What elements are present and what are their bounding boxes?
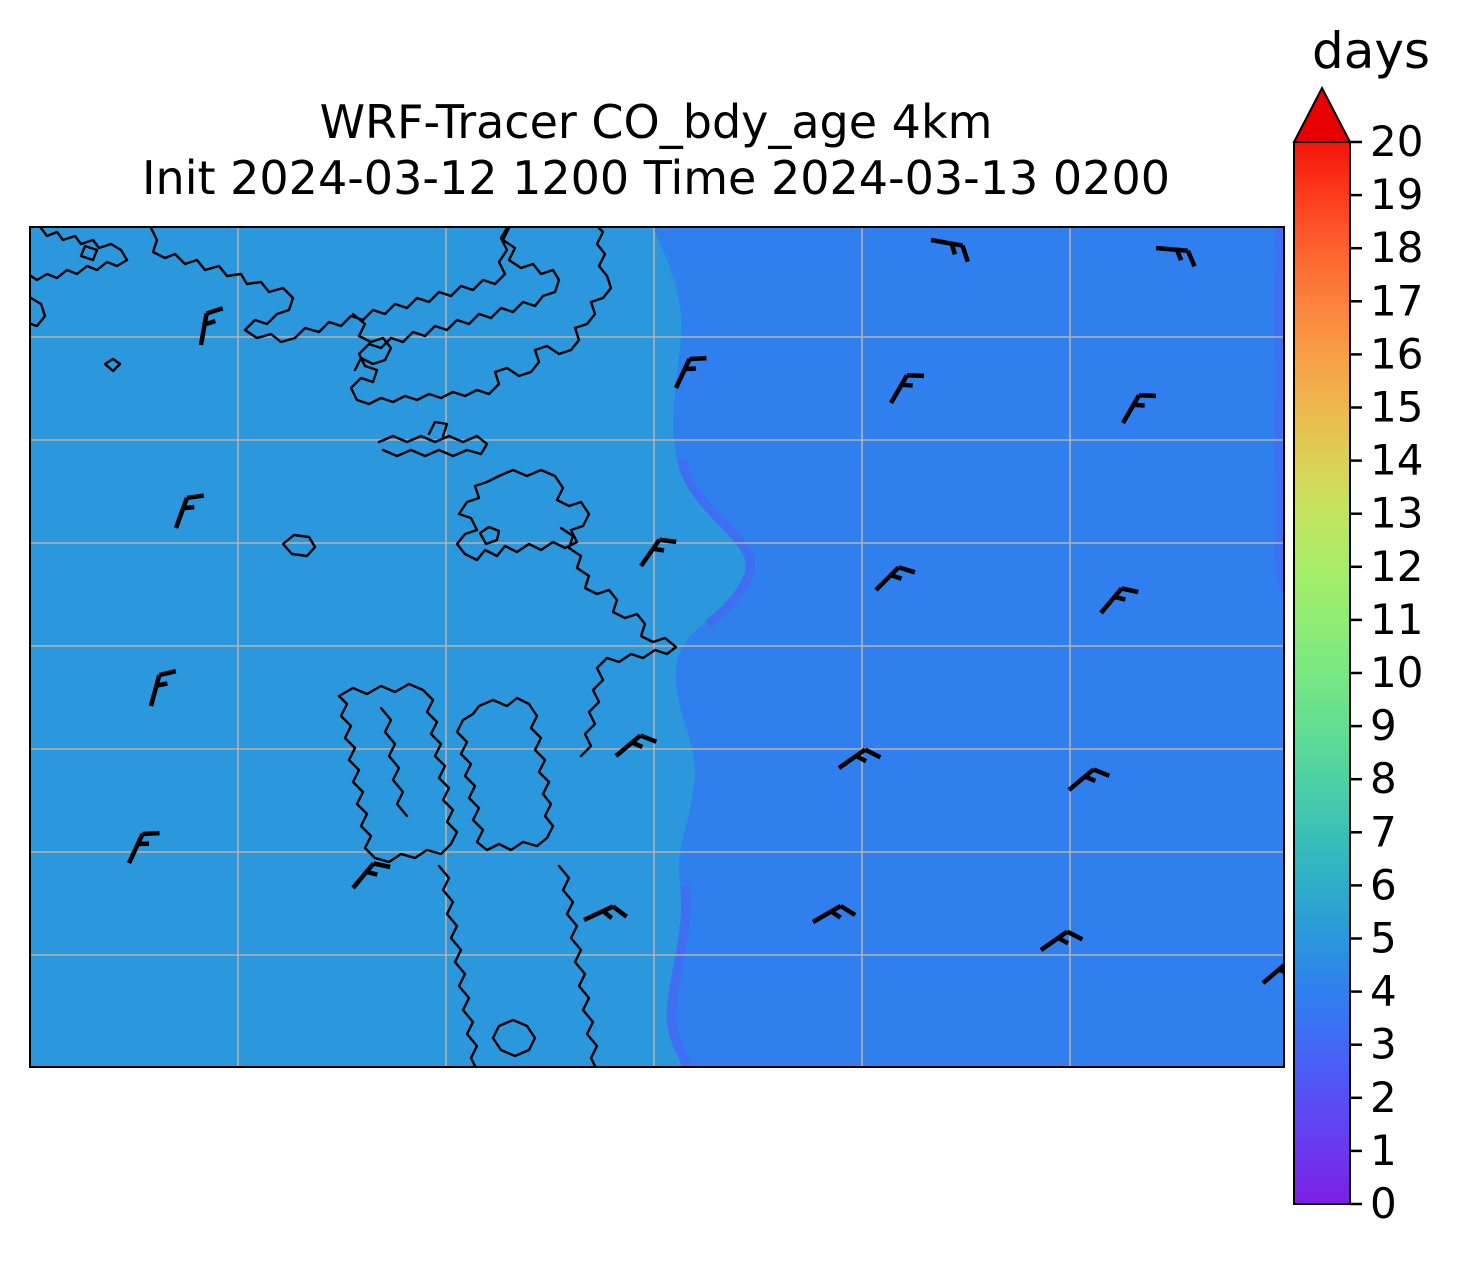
coastline — [437, 864, 479, 1066]
field-band-sliver — [667, 885, 692, 1066]
title-line1: WRF-Tracer CO_bdy_age 4km — [319, 95, 993, 149]
wind-barb — [583, 904, 628, 923]
coastline — [351, 312, 393, 372]
wind-barb-glyph — [198, 306, 224, 346]
wind-barb — [198, 306, 224, 346]
wind-barb-glyph — [889, 373, 925, 405]
wind-barb-glyph — [1155, 245, 1197, 268]
coastline — [149, 228, 509, 344]
colorbar-tick-label: 4 — [1370, 967, 1397, 1016]
wind-barb-glyph — [639, 537, 677, 568]
colorbar-tick-label: 16 — [1370, 329, 1423, 378]
wind-barb-glyph — [673, 355, 707, 389]
colorbar-tick-label: 0 — [1370, 1179, 1397, 1228]
coastline — [559, 526, 678, 758]
wind-barb — [874, 565, 916, 592]
field-region-east — [653, 228, 1283, 1066]
wind-barb-glyph — [614, 733, 658, 758]
wind-barb — [673, 355, 707, 389]
map-frame — [29, 226, 1285, 1068]
wind-barb — [1099, 586, 1139, 615]
field-band-right-edge — [1274, 228, 1283, 596]
wind-barb — [351, 861, 391, 890]
wind-barb-glyph — [1121, 393, 1157, 425]
colorbar: 20 19 18 17 16 15 14 13 12 11 10 9 8 7 6 5 4 3 2 1 0 — [1288, 80, 1462, 1260]
coastline — [455, 696, 555, 852]
colorbar-tick-label: 17 — [1370, 276, 1423, 325]
coastline — [557, 864, 599, 1066]
title-line2: Init 2024-03-12 1200 Time 2024-03-13 020… — [141, 151, 1170, 205]
wind-barb — [1039, 929, 1084, 952]
colorbar-tick-label: 10 — [1370, 648, 1423, 697]
wind-barb — [837, 747, 882, 770]
wind-barb — [614, 733, 658, 758]
colorbar-tick-label: 6 — [1370, 860, 1397, 909]
wind-barb-glyph — [583, 904, 628, 923]
colorbar-tick-label: 15 — [1370, 383, 1423, 432]
coastline — [281, 533, 317, 558]
coastline — [31, 296, 47, 328]
colorbar-tick-label: 19 — [1370, 170, 1423, 219]
wind-barb — [930, 237, 970, 263]
wind-barb — [1155, 245, 1197, 268]
wind-barb-glyph — [837, 747, 882, 770]
wind-barb-glyph — [1067, 767, 1111, 792]
coastline — [79, 244, 99, 262]
coastline — [427, 420, 449, 438]
coastline — [455, 468, 591, 562]
wind-barb-glyph — [1039, 929, 1084, 952]
wind-barb-glyph — [148, 669, 177, 707]
colorbar-tick-label: 12 — [1370, 542, 1423, 591]
colorbar-tick-label: 7 — [1370, 807, 1397, 856]
wind-barb — [811, 904, 857, 924]
coastline — [337, 682, 459, 864]
wind-barb — [173, 493, 205, 529]
coastline — [478, 525, 501, 546]
wind-barb — [1261, 960, 1283, 985]
wind-barb-glyph — [1099, 586, 1139, 615]
wind-barb-glyph — [811, 904, 857, 924]
colorbar-tick-label: 18 — [1370, 223, 1423, 272]
colorbar-label: days — [1311, 22, 1431, 80]
plot-title: WRF-Tracer CO_bdy_age 4km Init 2024-03-1… — [30, 94, 1282, 206]
coastline — [103, 357, 122, 373]
coastline — [491, 1018, 537, 1058]
colorbar-tick-label: 8 — [1370, 754, 1397, 803]
colorbar-tick-label: 1 — [1370, 1126, 1397, 1175]
wind-barb — [1121, 393, 1157, 425]
wind-barb — [889, 373, 925, 405]
colorbar-tick-label: 14 — [1370, 436, 1423, 485]
wind-barb — [1067, 767, 1111, 792]
coastline — [31, 228, 129, 282]
colorbar-tick-label: 13 — [1370, 489, 1423, 538]
colorbar-tick-label: 9 — [1370, 701, 1397, 750]
wind-barb-glyph — [874, 565, 916, 592]
coastline — [349, 228, 613, 406]
wind-barb-glyph — [930, 237, 970, 263]
colorbar-tick-label: 5 — [1370, 914, 1397, 963]
wind-barb — [126, 830, 160, 864]
colorbar-tick-label: 2 — [1370, 1073, 1397, 1122]
colorbar-bar — [1293, 141, 1351, 1205]
coastline — [377, 434, 489, 458]
wind-barb-glyph — [351, 861, 391, 890]
colorbar-tick-label: 3 — [1370, 1020, 1397, 1069]
colorbar-tick-label: 11 — [1370, 595, 1423, 644]
colorbar-tick-label: 20 — [1370, 117, 1423, 166]
field-band-sliver — [677, 458, 755, 628]
wind-barb — [639, 537, 677, 568]
coastline — [379, 706, 409, 818]
map-plot-svg — [31, 228, 1283, 1066]
wind-barb-glyph — [126, 830, 160, 864]
wind-barb — [148, 669, 177, 707]
wind-barb-glyph — [173, 493, 205, 529]
wind-barb-glyph — [1261, 960, 1283, 985]
colorbar-over-arrow — [1292, 85, 1352, 143]
